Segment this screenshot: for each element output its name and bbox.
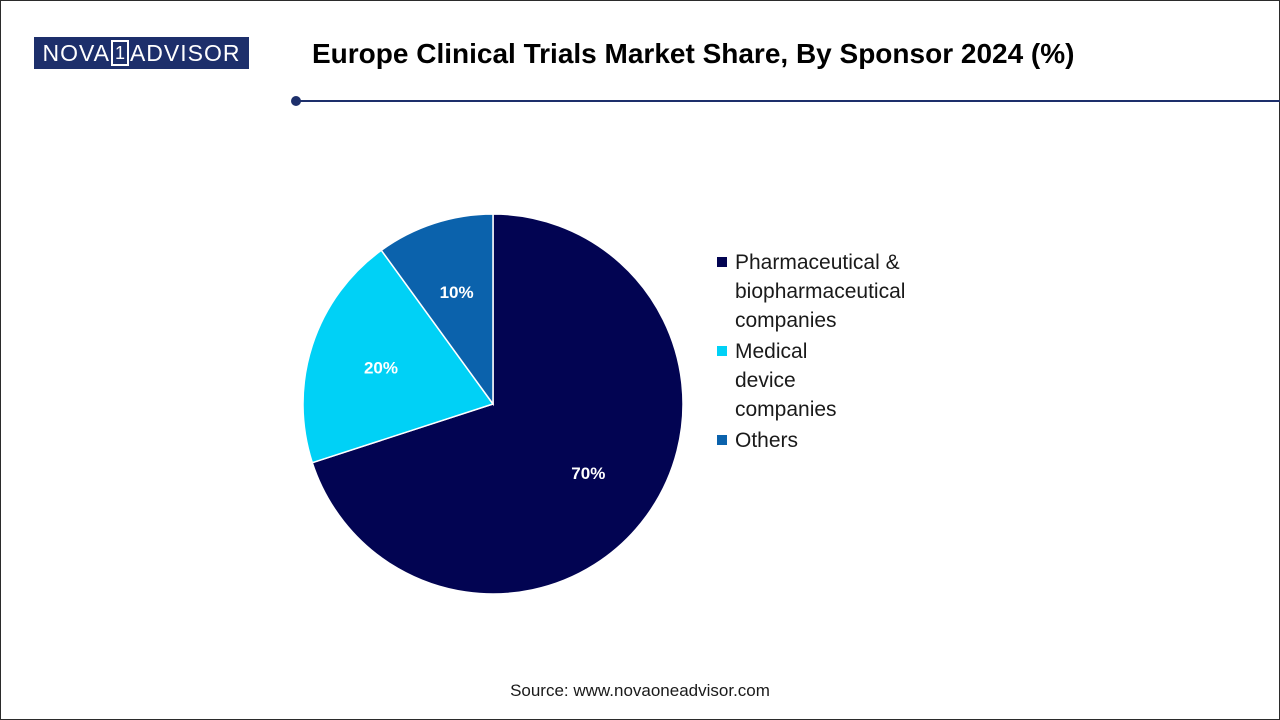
logo-text-left: NOVA: [42, 39, 110, 66]
logo-text-one: 1: [110, 40, 129, 66]
nova-one-advisor-logo: NOVA 1 ADVISOR: [34, 37, 249, 69]
legend-swatch-2: [717, 346, 727, 356]
legend-item-1: Pharmaceutical & biopharmaceutical compa…: [717, 248, 905, 335]
legend-label-3: Others: [735, 429, 799, 452]
legend-item-2: Medical device companies: [717, 337, 837, 424]
pie-slice-1: [311, 213, 684, 595]
pie-slice-2: [302, 249, 495, 464]
chart-title: Europe Clinical Trials Market Share, By …: [312, 38, 1075, 69]
legend-label-1: Pharmaceutical & biopharmaceutical compa…: [735, 251, 906, 332]
pie-slice-3: [380, 213, 494, 407]
pie-data-label-3: 10%: [440, 283, 474, 302]
legend-item-3: Others: [717, 426, 798, 455]
legend-swatch-1: [717, 257, 727, 267]
legend-swatch-3: [717, 435, 727, 445]
legend-label-2: Medical device companies: [735, 340, 837, 421]
pie-data-label-2: 20%: [364, 359, 398, 378]
source-note: Source: www.novaoneadvisor.com: [510, 681, 770, 700]
title-rule-dot: [291, 96, 301, 106]
logo-text-right: ADVISOR: [129, 39, 241, 66]
pie-data-label-1: 70%: [571, 464, 605, 483]
title-rule-line: [298, 100, 1280, 102]
